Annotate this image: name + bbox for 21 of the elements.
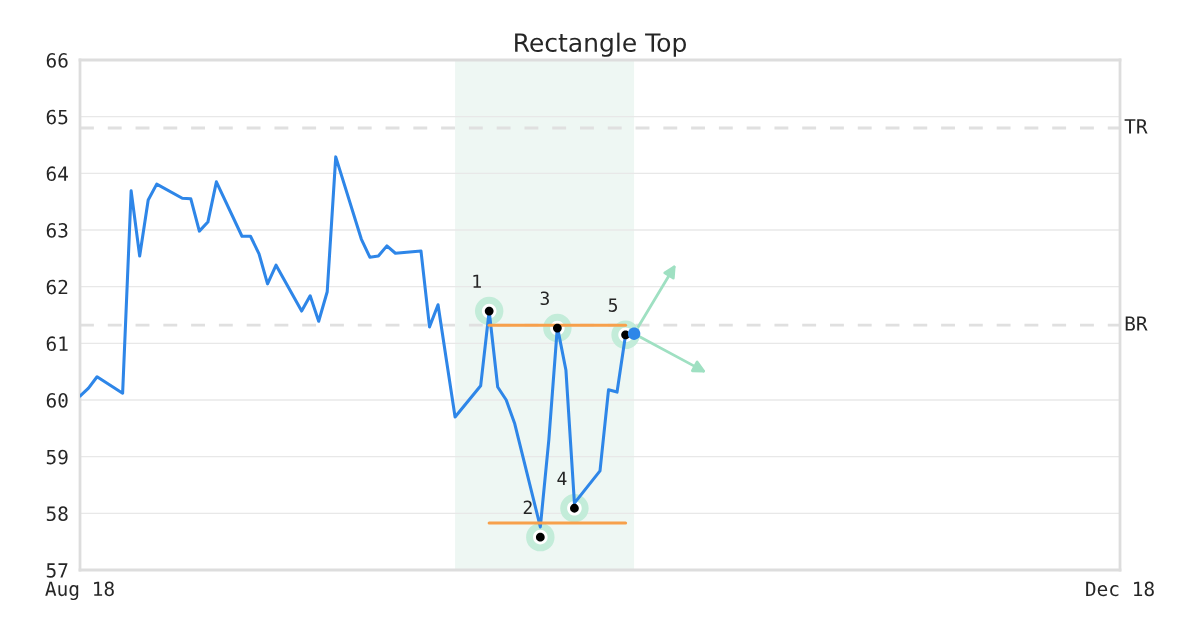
annotation: 2 (523, 500, 532, 514)
x-tick-label: Aug 18 (45, 581, 114, 601)
y-tick-label: 61 (46, 336, 68, 352)
y-tick-label: 60 (46, 393, 68, 408)
y-tick-label: 59 (46, 449, 68, 465)
annotation: 5 (608, 298, 618, 312)
y-tick-label: 62 (46, 279, 68, 295)
y-tick-label: 64 (46, 166, 68, 182)
x-tick-label: Dec 18 (1086, 581, 1154, 597)
y-tick-label: 66 (46, 53, 68, 68)
ref-line-label: BR (1125, 316, 1148, 331)
y-tick-label: 57 (46, 563, 68, 578)
y-tick-label: 63 (46, 223, 68, 238)
point (627, 327, 641, 340)
annotation: 4 (557, 471, 567, 486)
ref-line-label: TR (1124, 119, 1148, 134)
y-tick-label: 58 (46, 506, 68, 522)
annotation: 1 (473, 274, 481, 288)
annotation: 3 (540, 291, 549, 306)
y-tick-label: 65 (46, 109, 68, 125)
chart-title: Rectangle Top (515, 32, 686, 57)
